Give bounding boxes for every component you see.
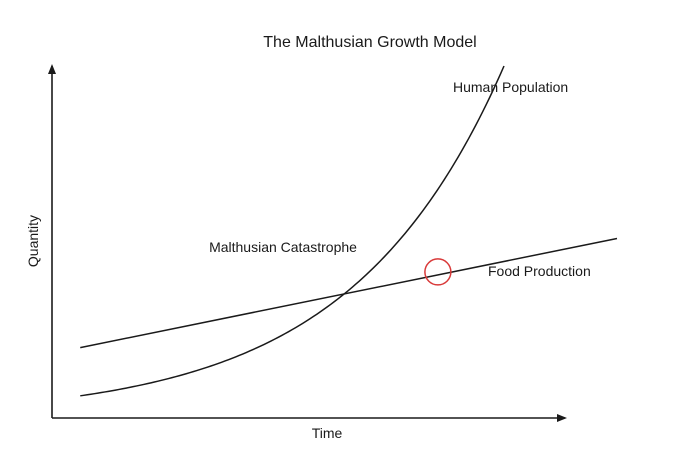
series-label-food-production: Food Production [488,263,591,279]
y-axis-label: Quantity [25,215,41,267]
series-label-human-population: Human Population [453,79,568,95]
catastrophe-marker [424,258,452,286]
series-line-food-production [80,237,618,349]
x-axis-label: Time [312,425,343,441]
catastrophe-label: Malthusian Catastrophe [209,239,357,255]
chart-title: The Malthusian Growth Model [263,34,476,51]
series-line-human-population [80,65,505,397]
